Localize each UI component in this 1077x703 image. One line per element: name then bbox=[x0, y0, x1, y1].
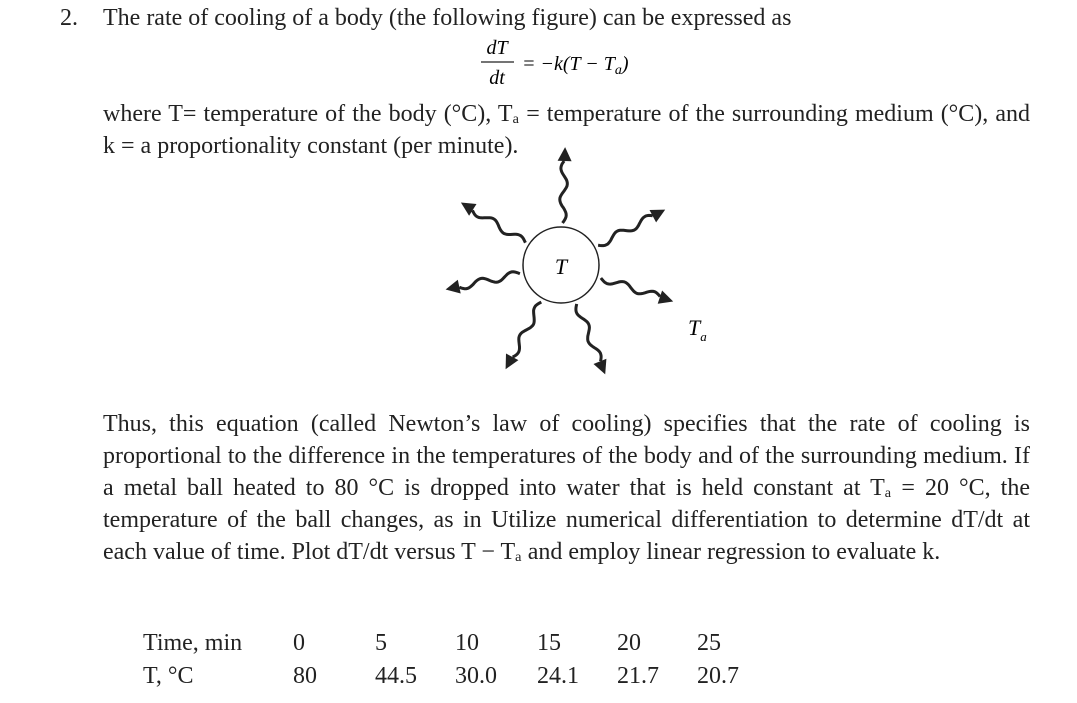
table-cell: 20.7 bbox=[697, 663, 739, 689]
equation: dT dt = −k(T − Ta) bbox=[481, 37, 629, 89]
arrow-head bbox=[657, 290, 674, 304]
data-table: Time, min 0 5 10 15 20 25 T, °C 80 44.5 30.0 24.1 21… bbox=[143, 627, 757, 693]
heat-wave bbox=[558, 160, 569, 224]
heat-wave bbox=[574, 303, 603, 362]
heat-wave bbox=[597, 213, 653, 248]
table-cell: 25 bbox=[697, 630, 721, 656]
table-cell: 15 bbox=[537, 630, 561, 656]
table-cell: 5 bbox=[375, 630, 387, 656]
cooling-figure: T Ta bbox=[445, 147, 707, 375]
paragraph: Thus, this equation (called Newton’s law… bbox=[103, 411, 1030, 565]
eq-denominator: dt bbox=[489, 67, 505, 89]
arrow-head bbox=[460, 202, 477, 216]
table-cell: 21.7 bbox=[617, 663, 659, 689]
row-header: T, °C bbox=[143, 663, 194, 689]
table-cell: 0 bbox=[293, 630, 305, 656]
heat-wave bbox=[599, 277, 662, 298]
eq-numerator: dT bbox=[486, 37, 509, 59]
arrow-head bbox=[557, 147, 572, 162]
heat-wave bbox=[471, 209, 527, 244]
table-cell: 24.1 bbox=[537, 663, 579, 689]
table-row: Time, min 0 5 10 15 20 25 bbox=[143, 627, 757, 660]
arrow-head bbox=[505, 353, 519, 370]
table-cell: 20 bbox=[617, 630, 641, 656]
intro: The rate of cooling of a body (the follo… bbox=[103, 5, 792, 31]
table-cell: 30.0 bbox=[455, 663, 497, 689]
heat-wave bbox=[458, 270, 521, 291]
table-cell: 44.5 bbox=[375, 663, 417, 689]
definition: where T= temperature of the body (°C), T… bbox=[103, 101, 1030, 159]
heat-wave bbox=[511, 300, 543, 359]
table-cell: 10 bbox=[455, 630, 479, 656]
arrow-head bbox=[445, 279, 461, 294]
table-cell: 80 bbox=[293, 663, 317, 689]
row-header: Time, min bbox=[143, 630, 243, 656]
arrow-head bbox=[649, 209, 666, 223]
problem-number: 2. bbox=[60, 5, 78, 31]
arrow-head bbox=[593, 358, 607, 375]
body-circle bbox=[522, 226, 600, 304]
ambient-label: Ta bbox=[688, 315, 707, 344]
eq-rhs: = −k(T − Ta) bbox=[522, 53, 629, 78]
body-label: T bbox=[555, 254, 569, 279]
table-row: T, °C 80 44.5 30.0 24.1 21.7 20.7 bbox=[143, 660, 757, 693]
